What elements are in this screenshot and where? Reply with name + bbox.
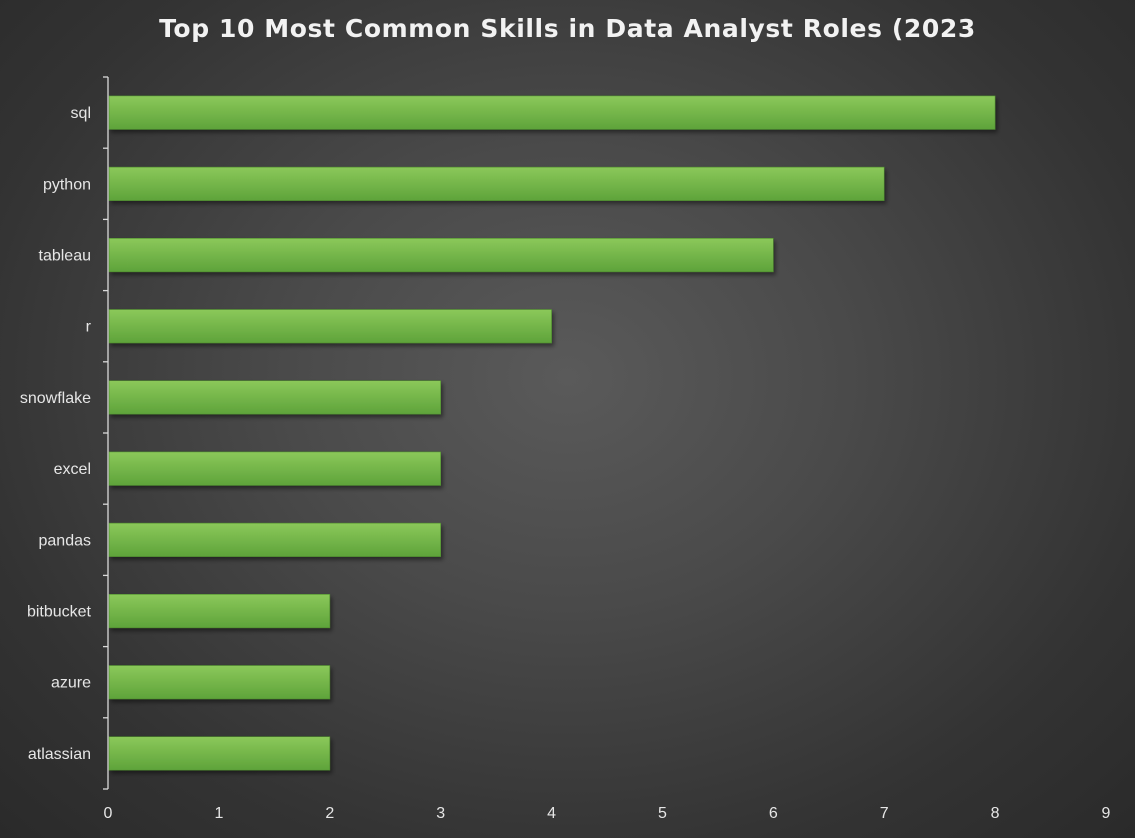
x-tick-label: 3 xyxy=(436,805,445,822)
x-tick-label: 6 xyxy=(769,805,778,822)
y-tick-label: snowflake xyxy=(20,390,91,407)
bar-r xyxy=(108,309,552,344)
y-tick-label: atlassian xyxy=(28,746,91,763)
x-tick-label: 9 xyxy=(1102,805,1111,822)
bar-atlassian xyxy=(108,736,331,771)
bar-sql xyxy=(108,95,996,130)
bar-pandas xyxy=(108,522,442,557)
x-tick-label: 0 xyxy=(104,805,113,822)
bar-tableau xyxy=(108,238,774,273)
y-tick-label: pandas xyxy=(39,532,92,549)
bar-excel xyxy=(108,451,442,486)
y-tick-label: bitbucket xyxy=(27,604,92,621)
y-tick-label: azure xyxy=(51,675,91,692)
bar-python xyxy=(108,166,885,201)
y-tick-label: tableau xyxy=(39,248,92,265)
x-tick-label: 5 xyxy=(658,805,667,822)
bar-azure xyxy=(108,665,331,700)
chart-title: Top 10 Most Common Skills in Data Analys… xyxy=(159,14,976,43)
y-tick-label: excel xyxy=(54,461,91,478)
x-tick-label: 2 xyxy=(325,805,334,822)
y-tick-label: r xyxy=(86,319,92,336)
x-tick-label: 8 xyxy=(991,805,1000,822)
y-tick-label: sql xyxy=(71,105,91,122)
x-tick-label: 1 xyxy=(214,805,223,822)
y-tick-label: python xyxy=(43,176,91,193)
bar-bitbucket xyxy=(108,593,331,629)
bar-snowflake xyxy=(108,380,442,415)
x-tick-label: 7 xyxy=(880,805,889,822)
x-tick-label: 4 xyxy=(547,805,556,822)
